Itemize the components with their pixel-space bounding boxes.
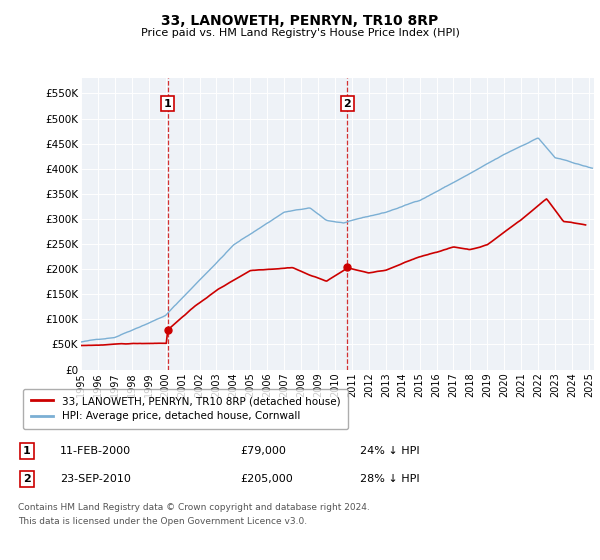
Text: 1: 1 [23,446,31,456]
Text: 28% ↓ HPI: 28% ↓ HPI [360,474,419,484]
Text: 2: 2 [23,474,31,484]
Text: 2: 2 [343,99,351,109]
Legend: 33, LANOWETH, PENRYN, TR10 8RP (detached house), HPI: Average price, detached ho: 33, LANOWETH, PENRYN, TR10 8RP (detached… [23,389,347,428]
Text: 11-FEB-2000: 11-FEB-2000 [60,446,131,456]
Text: 24% ↓ HPI: 24% ↓ HPI [360,446,419,456]
Text: £79,000: £79,000 [240,446,286,456]
Text: £205,000: £205,000 [240,474,293,484]
Text: This data is licensed under the Open Government Licence v3.0.: This data is licensed under the Open Gov… [18,517,307,526]
Text: 1: 1 [164,99,172,109]
Text: Price paid vs. HM Land Registry's House Price Index (HPI): Price paid vs. HM Land Registry's House … [140,28,460,38]
Text: 33, LANOWETH, PENRYN, TR10 8RP: 33, LANOWETH, PENRYN, TR10 8RP [161,14,439,28]
Text: Contains HM Land Registry data © Crown copyright and database right 2024.: Contains HM Land Registry data © Crown c… [18,503,370,512]
Text: 23-SEP-2010: 23-SEP-2010 [60,474,131,484]
